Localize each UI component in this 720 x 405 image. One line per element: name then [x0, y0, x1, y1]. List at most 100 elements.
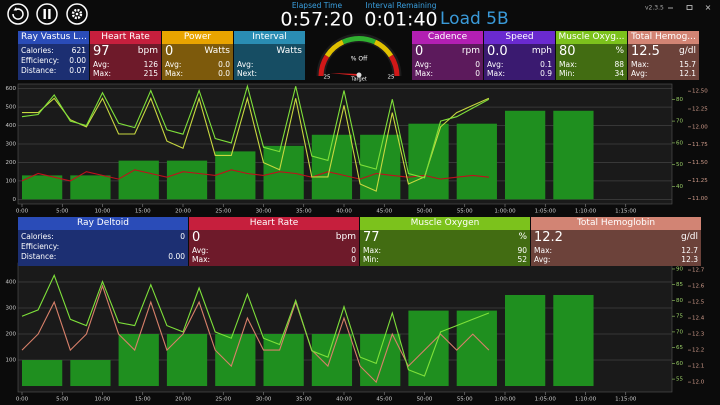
- gauge-max: 25: [388, 75, 395, 81]
- interval-bar: [553, 110, 594, 200]
- interval-bar: [505, 294, 546, 387]
- remaining-label: Interval Remaining: [366, 1, 437, 10]
- tile: Ray Deltoid Calories: 0 Efficiency: Distance…: [18, 217, 189, 266]
- window-controls[interactable]: [668, 5, 711, 10]
- row-value: 0.9: [540, 69, 552, 78]
- x-tick-label: 25:00: [215, 209, 231, 215]
- interval-bar: [553, 294, 594, 387]
- button-ring[interactable]: [36, 3, 58, 25]
- row-label: Avg:: [237, 60, 254, 69]
- row-value: 0: [475, 60, 480, 69]
- tile-row: Next:: [237, 69, 302, 78]
- tile-title: Power: [162, 31, 233, 44]
- button-ring[interactable]: [7, 3, 29, 25]
- row-label: Max:: [487, 69, 506, 78]
- x-tick-label: 40:00: [336, 209, 352, 215]
- row-label: Calories:: [21, 232, 54, 241]
- tile: Total Hemoglobin 12.2 g/dl Max: 12.7 Avg: 12.3: [531, 217, 702, 266]
- row-label: Avg:: [415, 60, 432, 69]
- row-value: 0.0: [218, 60, 230, 69]
- row-label: Distance:: [21, 252, 57, 261]
- gear-icon[interactable]: [71, 8, 83, 20]
- y2-tick-label: 65: [676, 345, 683, 351]
- row-label: Avg:: [487, 60, 504, 69]
- tile-value: 97: [93, 44, 110, 59]
- x-tick-label: 50:00: [417, 209, 433, 215]
- gear-hub[interactable]: [75, 12, 79, 16]
- row-value: 0: [351, 246, 356, 255]
- chart: 100 200 300 400 55 60 65 70 75 80 85 90 12.0 12.1 12.2…: [6, 262, 705, 403]
- tile-title: Speed: [484, 31, 555, 44]
- row-value: 621: [71, 46, 86, 55]
- row-value: 215: [143, 69, 158, 78]
- x-tick-label: 20:00: [175, 397, 191, 403]
- x-tick-label: 1:00:00: [494, 397, 516, 403]
- row-value: 0.00: [168, 252, 185, 261]
- row-value: 126: [143, 60, 158, 69]
- gauge-band: [388, 54, 400, 77]
- refresh-arrow[interactable]: [13, 7, 18, 11]
- tile-title: Muscle Oxygen: [360, 217, 530, 230]
- tile-value: 12.5: [631, 44, 660, 59]
- pause-bar[interactable]: [43, 9, 46, 19]
- row-label: Max:: [165, 69, 184, 78]
- button-ring[interactable]: [66, 3, 88, 25]
- row-value: 15.7: [679, 60, 696, 69]
- interval-bar: [166, 160, 208, 200]
- tile-value: 0: [192, 230, 201, 245]
- tile-title: Total Hemog...: [628, 31, 699, 44]
- y-tick-label: 400: [6, 123, 17, 129]
- row-value: 52: [517, 255, 527, 264]
- y3-tick-label: 12.4: [692, 316, 705, 322]
- interval-bar: [311, 334, 353, 387]
- refresh-icon[interactable]: [12, 8, 24, 20]
- tile-row: Efficiency: 0.00: [21, 56, 86, 65]
- tile-value: 0: [165, 44, 174, 59]
- y3-tick-label: 12.3: [692, 332, 705, 338]
- series-line: [21, 284, 490, 384]
- row-label: Avg:: [631, 69, 648, 78]
- tile-row: Max: 0.0: [165, 69, 230, 78]
- gauge-min: 25: [324, 75, 331, 81]
- maximize[interactable]: [686, 5, 693, 10]
- x-tick-label: 1:00:00: [494, 209, 516, 215]
- row-value: 12.1: [679, 69, 696, 78]
- tile-value: 77: [363, 230, 380, 245]
- refresh-button[interactable]: [7, 3, 29, 25]
- interval-bar: [505, 110, 546, 200]
- interval-bar: [408, 310, 449, 387]
- y2-tick-label: 85: [676, 282, 683, 288]
- row-label: Efficiency:: [21, 242, 60, 251]
- x-tick-label: 15:00: [135, 209, 151, 215]
- remaining-time: 0:01:40: [364, 9, 437, 31]
- x-tick-label: 55:00: [457, 397, 473, 403]
- chart: 0 100 200 300 400 500 600 40 50 60 70 80 11.00 11.25 1…: [6, 83, 708, 215]
- tile-title: Heart Rate: [90, 31, 161, 44]
- tile-row: Max: 15.7: [631, 60, 696, 69]
- interval-bar: [118, 160, 159, 200]
- row-label: Avg:: [165, 60, 182, 69]
- settings-button[interactable]: [66, 3, 88, 25]
- pause-button[interactable]: [36, 3, 58, 25]
- interval-bar: [22, 175, 63, 200]
- y3-tick-label: 12.2: [692, 348, 704, 354]
- y3-tick-label: 12.25: [692, 107, 708, 113]
- y-tick-label: 300: [6, 305, 17, 311]
- tile: Heart Rate 97 bpm Avg: 126 Max: 215: [90, 31, 162, 80]
- tile-row: Avg: 0: [415, 60, 480, 69]
- elapsed-label: Elapsed Time: [292, 1, 343, 10]
- interval-bar: [215, 334, 256, 387]
- interval-bar: [215, 151, 256, 200]
- interval-bar: [408, 123, 449, 200]
- row-label: Max:: [631, 60, 650, 69]
- tile-value: 0: [415, 44, 424, 59]
- y3-tick-label: 12.0: [692, 380, 705, 386]
- tile: Total Hemog... 12.5 g/dl Max: 15.7 Avg: 12.1: [628, 31, 700, 80]
- close[interactable]: [705, 5, 711, 10]
- x-tick-label: 30:00: [256, 209, 272, 215]
- row-label: Min:: [363, 255, 379, 264]
- row-value: 12.3: [681, 255, 698, 264]
- pause-bar[interactable]: [48, 9, 51, 19]
- tile-row: Avg: 12.1: [631, 69, 696, 78]
